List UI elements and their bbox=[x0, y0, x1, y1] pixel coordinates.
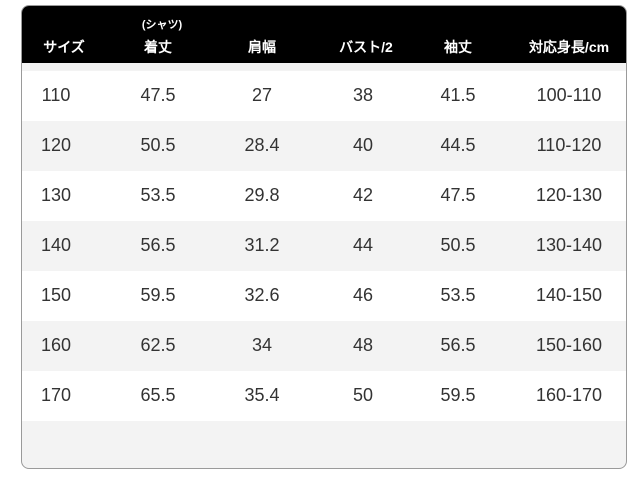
table-cell: 110-120 bbox=[536, 135, 602, 155]
table-cell: 62.5 bbox=[140, 335, 176, 355]
table-cell: 53.5 bbox=[140, 185, 176, 205]
column-header: 袖丈 bbox=[444, 39, 472, 55]
table-cell: 59.5 bbox=[440, 385, 476, 405]
table-cell: 50.5 bbox=[440, 235, 476, 255]
table-cell: 41.5 bbox=[440, 85, 476, 105]
table-cell: 48 bbox=[352, 335, 374, 355]
table-cell: 28.4 bbox=[244, 135, 280, 155]
table-cell: 170 bbox=[40, 385, 72, 405]
size-chart-table: (シャツ) サイズ 着丈 肩幅 バスト/2 袖丈 対応身長/cm 110 47.5 27 38 4… bbox=[21, 5, 627, 469]
column-header: 着丈 bbox=[144, 39, 172, 55]
table-cell: 47.5 bbox=[440, 185, 476, 205]
table-cell: 110 bbox=[41, 85, 71, 105]
table-cell: 35.4 bbox=[244, 385, 280, 405]
table-cell: 47.5 bbox=[140, 85, 176, 105]
table-cell: 160-170 bbox=[535, 385, 603, 405]
table-row: 120 50.5 28.4 40 44.5 110-120 bbox=[22, 121, 626, 171]
header-subtitle: (シャツ) bbox=[141, 19, 183, 31]
table-header: (シャツ) サイズ 着丈 肩幅 バスト/2 袖丈 対応身長/cm bbox=[22, 6, 626, 63]
table-cell: 160 bbox=[40, 335, 72, 355]
table-row: 160 62.5 34 48 56.5 150-160 bbox=[22, 321, 626, 371]
table-cell: 34 bbox=[251, 335, 273, 355]
table-cell: 140-150 bbox=[535, 285, 603, 305]
table-cell: 32.6 bbox=[244, 285, 280, 305]
column-header: サイズ bbox=[43, 39, 85, 55]
table-row: 170 65.5 35.4 50 59.5 160-170 bbox=[22, 371, 626, 421]
table-cell: 46 bbox=[352, 285, 374, 305]
table-row: 150 59.5 32.6 46 53.5 140-150 bbox=[22, 271, 626, 321]
table-cell: 27 bbox=[251, 85, 273, 105]
table-cell: 29.8 bbox=[244, 185, 280, 205]
table-cell: 59.5 bbox=[140, 285, 176, 305]
table-cell: 130-140 bbox=[535, 235, 603, 255]
table-cell: 120 bbox=[40, 135, 72, 155]
table-cell: 56.5 bbox=[140, 235, 176, 255]
table-cell: 65.5 bbox=[140, 385, 176, 405]
table-cell: 120-130 bbox=[535, 185, 603, 205]
table-cell: 42 bbox=[352, 185, 374, 205]
table-cell: 44 bbox=[352, 235, 374, 255]
table-row: 130 53.5 29.8 42 47.5 120-130 bbox=[22, 171, 626, 221]
table-cell: 53.5 bbox=[440, 285, 476, 305]
table-cell: 50.5 bbox=[140, 135, 176, 155]
table-row: 140 56.5 31.2 44 50.5 130-140 bbox=[22, 221, 626, 271]
table-cell: 100-110 bbox=[536, 85, 602, 105]
table-row: 110 47.5 27 38 41.5 100-110 bbox=[22, 71, 626, 121]
table-cell: 38 bbox=[352, 85, 374, 105]
table-cell: 56.5 bbox=[440, 335, 476, 355]
table-cell: 31.2 bbox=[244, 235, 280, 255]
column-header: 対応身長/cm bbox=[528, 39, 610, 55]
table-cell: 40 bbox=[352, 135, 374, 155]
column-header: 肩幅 bbox=[248, 39, 276, 55]
column-header: バスト/2 bbox=[339, 39, 393, 55]
table-cell: 50 bbox=[352, 385, 374, 405]
table-cell: 150 bbox=[40, 285, 72, 305]
table-cell: 150-160 bbox=[535, 335, 603, 355]
table-cell: 140 bbox=[40, 235, 72, 255]
table-cell: 44.5 bbox=[440, 135, 476, 155]
table-cell: 130 bbox=[40, 185, 72, 205]
